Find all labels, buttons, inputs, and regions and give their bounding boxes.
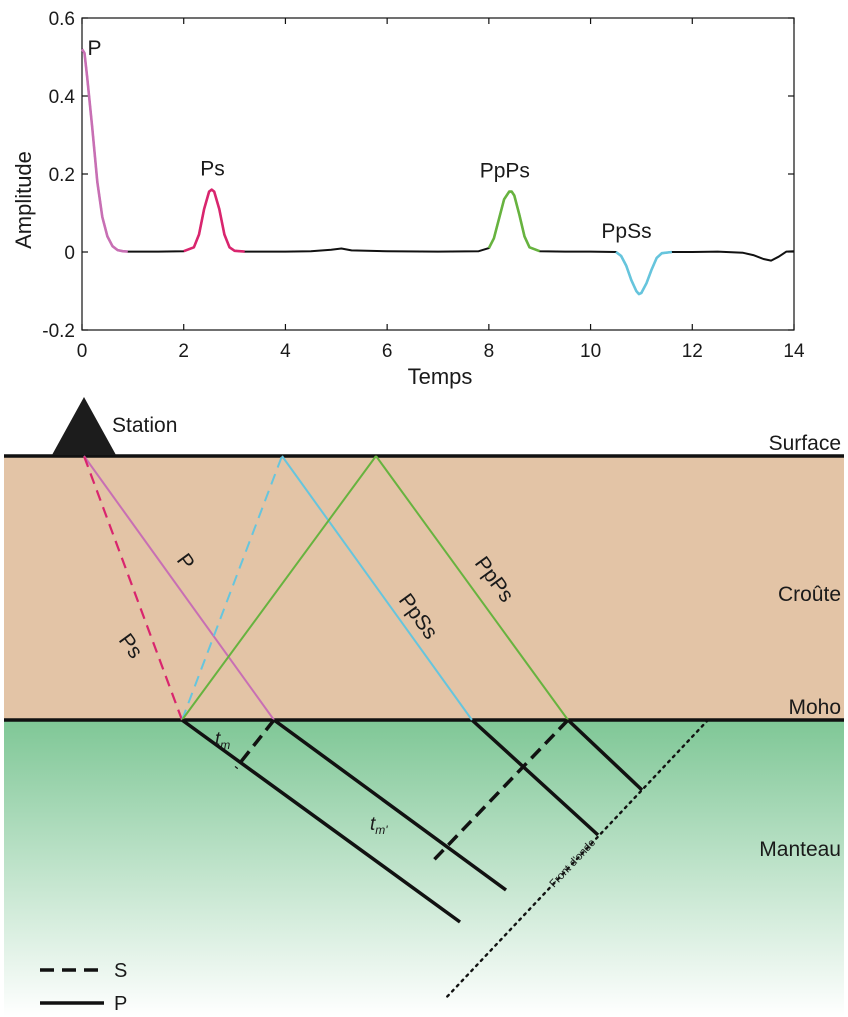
legend-s-label: S [114,960,127,982]
phase-segment-ppss [615,250,673,296]
ray-ps [82,455,184,721]
x-tick-label: 8 [484,341,495,362]
mantle-layer [4,720,844,1017]
phase-label-p: P [88,37,102,60]
waveform-chart: 0 2 4 6 8 10 12 14 -0.200.20.40.6 Temps Amplitu… [11,9,805,389]
time-label-tm: tm [215,729,230,752]
x-tick-label: 2 [178,341,189,362]
phase-label-ppps: PpPs [480,160,530,183]
mantle-label: Manteau [759,838,841,861]
mantle-s-1 [234,718,276,770]
time-label-tm-prime: tm' [370,814,388,837]
chart-plot-area [81,17,795,331]
ray-ppps-down [375,455,569,721]
y-axis: -0.2 0 0.2 0.4 0.6 [42,9,794,342]
ray-ppss-up [181,455,283,721]
x-tick-label: 0 [77,341,88,362]
phase-segment-ppps [487,190,541,253]
crust-layer [4,456,844,720]
phase-label-ppss: PpSs [601,220,651,243]
phase-segment-ps [183,188,245,253]
station-marker [52,397,116,455]
y-axis-label: Amplitude [11,151,36,249]
x-tick-label: 6 [382,341,393,362]
station-text: Station [112,414,177,437]
x-axis: 0 2 4 6 8 10 12 14 [77,18,805,362]
phase-segment-p [80,48,128,253]
y-tick-label: 0.6 [49,9,75,30]
x-tick-label: 4 [280,341,291,362]
mantle-rays [180,718,644,924]
ray-ppps-up [181,455,377,721]
mantle-ray-4 [566,718,644,792]
ray-ppss-down [281,455,473,721]
crust-label: Croûte [778,583,841,606]
x-tick-label: 14 [783,341,805,362]
y-tick-label: 0 [64,243,75,264]
surface-label: Surface [769,432,841,455]
mantle-ray-3 [470,718,600,837]
y-tick-label: 0.2 [49,165,75,186]
phase-label-ps: Ps [200,158,225,181]
ray-p [83,455,275,721]
wavefront-line [442,718,710,1002]
legend-p-label: P [114,993,127,1015]
mantle-s-2 [428,718,570,866]
legend: S P [40,960,127,1015]
y-tick-label: 0.4 [49,87,76,108]
amplitude-trace [80,48,795,296]
phase-labels: P Ps PpPs PpSs [88,37,652,243]
y-tick-label: -0.2 [42,321,75,342]
mantle-ray-1 [180,718,462,924]
mantle-ray-2 [272,718,508,892]
x-axis-label: Temps [408,364,473,389]
x-tick-label: 10 [580,341,601,362]
x-tick-label: 12 [682,341,703,362]
moho-label: Moho [788,696,841,719]
